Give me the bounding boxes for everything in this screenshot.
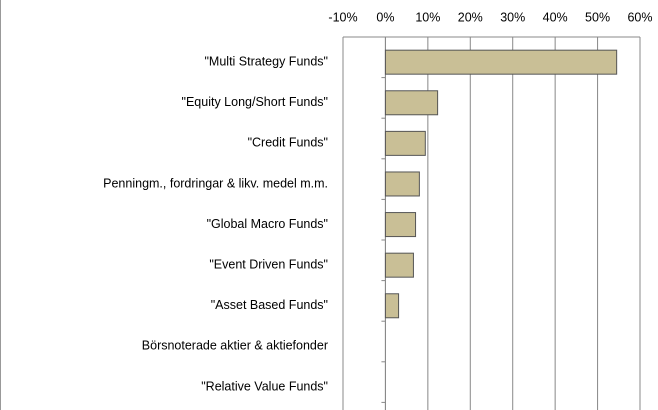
x-tick-label: 10% (415, 10, 440, 24)
y-tick-label: Börsnoterade aktier & aktiefonder (142, 339, 328, 353)
y-tick-label: "Multi Strategy Funds" (204, 54, 328, 68)
x-tick-label: 40% (543, 10, 568, 24)
x-tick-label: 60% (627, 10, 652, 24)
bar (384, 49, 618, 75)
x-tick-label: 0% (376, 10, 394, 24)
x-tick-label: -10% (328, 10, 357, 24)
y-tick-label: "Asset Based Funds" (211, 298, 328, 312)
bar (384, 212, 417, 238)
x-tick-label: 30% (500, 10, 525, 24)
x-tick-label: 20% (458, 10, 483, 24)
y-tick-label: "Event Driven Funds" (209, 257, 328, 271)
y-tick-label: "Relative Value Funds" (201, 379, 328, 393)
bar (384, 130, 426, 156)
y-tick-label: "Equity Long/Short Funds" (182, 95, 328, 109)
bar (384, 171, 420, 197)
y-tick-label: "Global Macro Funds" (207, 217, 328, 231)
y-tick-label: "Credit Funds" (248, 136, 328, 150)
x-tick-label: 50% (585, 10, 610, 24)
bar (384, 90, 439, 116)
bar (384, 293, 400, 319)
y-tick-label: Penningm., fordringar & likv. medel m.m. (103, 176, 328, 190)
bar (384, 252, 414, 278)
